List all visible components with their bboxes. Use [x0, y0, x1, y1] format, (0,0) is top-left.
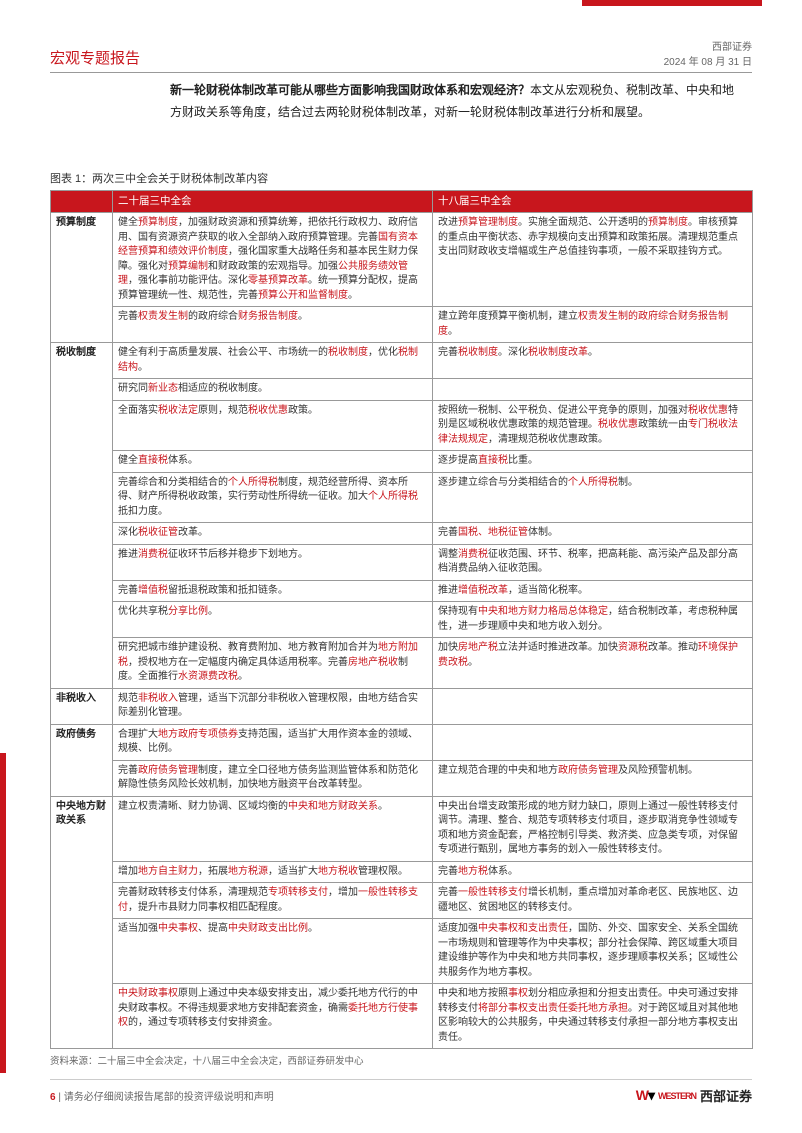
cell-18th: 逐步提高直接税比重。: [433, 451, 753, 473]
page-header: 宏观专题报告 西部证券 2024 年 08 月 31 日: [50, 38, 752, 73]
category-cell: 非税收入: [51, 688, 113, 724]
cell-18th: 逐步建立综合与分类相结合的个人所得税制。: [433, 472, 753, 523]
category-cell: 预算制度: [51, 213, 113, 343]
cell-20th: 适当加强中央事权、提高中央财政支出比例。: [113, 919, 433, 984]
table-source: 资料来源：二十届三中全会决定，十八届三中全会决定，西部证券研发中心: [50, 1053, 364, 1067]
cell-20th: 中央财政事权原则上通过中央本级安排支出，减少委托地方代行的中央财政事权。不得违规…: [113, 984, 433, 1049]
cell-18th: [433, 379, 753, 401]
cell-20th: 健全预算制度，加强财政资源和预算统筹，把依托行政权力、政府信用、国有资源资产获取…: [113, 213, 433, 307]
cell-20th: 增加地方自主财力，拓展地方税源，适当扩大地方税收管理权限。: [113, 861, 433, 883]
logo-icon: W▾: [636, 1087, 654, 1104]
th-18th: 十八届三中全会: [433, 191, 753, 213]
cell-18th: 保持现有中央和地方财力格局总体稳定，结合税制改革，考虑税种属性，进一步理顺中央和…: [433, 602, 753, 638]
cell-20th: 完善综合和分类相结合的个人所得税制度，规范经营所得、资本所得、财产所得税收政策，…: [113, 472, 433, 523]
cell-20th: 完善权责发生制的政府综合财务报告制度。: [113, 307, 433, 343]
intro-question: 新一轮财税体制改革可能从哪些方面影响我国财政体系和宏观经济？: [170, 83, 530, 97]
cell-20th: 推进消费税征收环节后移并稳步下划地方。: [113, 544, 433, 580]
page-footer: 6 | 请务必仔细阅读报告尾部的投资评级说明和声明 W▾ WESTERN 西部证…: [50, 1079, 752, 1105]
cell-18th: 完善国税、地税征管体制。: [433, 523, 753, 545]
th-blank: [51, 191, 113, 213]
cell-20th: 完善财政转移支付体系，清理规范专项转移支付，增加一般性转移支付，提升市县财力同事…: [113, 883, 433, 919]
cell-18th: 中央和地方按照事权划分相应承担和分担支出责任。中央可通过安排转移支付将部分事权支…: [433, 984, 753, 1049]
cell-20th: 合理扩大地方政府专项债券支持范围，适当扩大用作资本金的领域、规模、比例。: [113, 724, 433, 760]
cell-18th: 推进增值税改革，适当简化税率。: [433, 580, 753, 602]
cell-20th: 研究把城市维护建设税、教育费附加、地方教育附加合并为地方附加税，授权地方在一定幅…: [113, 638, 433, 689]
cell-18th: 建立跨年度预算平衡机制，建立权责发生制的政府综合财务报告制度。: [433, 307, 753, 343]
cell-18th: 完善一般性转移支付增长机制，重点增加对革命老区、民族地区、边疆地区、贫困地区的转…: [433, 883, 753, 919]
comparison-table: 二十届三中全会 十八届三中全会 预算制度健全预算制度，加强财政资源和预算统筹，把…: [50, 190, 753, 1049]
cell-18th: 改进预算管理制度。实施全面规范、公开透明的预算制度。审核预算的重点由平衡状态、赤…: [433, 213, 753, 307]
footer-left: 6 | 请务必仔细阅读报告尾部的投资评级说明和声明: [50, 1088, 274, 1103]
org-name: 西部证券: [664, 38, 752, 53]
cell-18th: 完善税收制度。深化税收制度改革。: [433, 343, 753, 379]
top-border-accent: [582, 0, 762, 6]
cell-18th: [433, 724, 753, 760]
cell-20th: 优化共享税分享比例。: [113, 602, 433, 638]
category-cell: 税收制度: [51, 343, 113, 689]
cell-18th: 完善地方税体系。: [433, 861, 753, 883]
cell-20th: 健全有利于高质量发展、社会公平、市场统一的税收制度，优化税制结构。: [113, 343, 433, 379]
report-type: 宏观专题报告: [50, 47, 140, 68]
cell-20th: 健全直接税体系。: [113, 451, 433, 473]
cell-20th: 建立权责清晰、财力协调、区域均衡的中央和地方财政关系。: [113, 796, 433, 861]
category-cell: 政府债务: [51, 724, 113, 796]
cell-20th: 全面落实税收法定原则，规范税收优惠政策。: [113, 400, 433, 451]
side-border-accent: [0, 753, 6, 1073]
cell-18th: 加快房地产税立法并适时推进改革。加快资源税改革。推动环境保护费改税。: [433, 638, 753, 689]
header-meta: 西部证券 2024 年 08 月 31 日: [664, 38, 752, 68]
intro-paragraph: 新一轮财税体制改革可能从哪些方面影响我国财政体系和宏观经济？本文从宏观税负、税制…: [170, 80, 742, 123]
cell-18th: 调整消费税征收范围、环节、税率，把高耗能、高污染产品及部分高档消费品纳入征收范围…: [433, 544, 753, 580]
cell-20th: 深化税收征管改革。: [113, 523, 433, 545]
cell-18th: 按照统一税制、公平税负、促进公平竞争的原则，加强对税收优惠特别是区域税收优惠政策…: [433, 400, 753, 451]
cell-18th: 适度加强中央事权和支出责任，国防、外交、国家安全、关系全国统一市场规则和管理等作…: [433, 919, 753, 984]
cell-18th: 中央出台增支政策形成的地方财力缺口，原则上通过一般性转移支付调节。清理、整合、规…: [433, 796, 753, 861]
cell-18th: 建立规范合理的中央和地方政府债务管理及风险预警机制。: [433, 760, 753, 796]
table-title: 图表 1：两次三中全会关于财税体制改革内容: [50, 170, 268, 186]
logo-cn: 西部证券: [700, 1086, 752, 1105]
cell-20th: 完善增值税留抵退税政策和抵扣链条。: [113, 580, 433, 602]
report-date: 2024 年 08 月 31 日: [664, 53, 752, 68]
logo-en: WESTERN: [658, 1091, 696, 1101]
footer-disclaimer: | 请务必仔细阅读报告尾部的投资评级说明和声明: [56, 1092, 274, 1103]
cell-18th: [433, 688, 753, 724]
cell-20th: 研究同新业态相适应的税收制度。: [113, 379, 433, 401]
cell-20th: 完善政府债务管理制度，建立全口径地方债务监测监管体系和防范化解隐性债务风险长效机…: [113, 760, 433, 796]
th-20th: 二十届三中全会: [113, 191, 433, 213]
category-cell: 中央地方财政关系: [51, 796, 113, 1049]
cell-20th: 规范非税收入管理，适当下沉部分非税收入管理权限，由地方结合实际差别化管理。: [113, 688, 433, 724]
footer-logo: W▾ WESTERN 西部证券: [636, 1086, 752, 1105]
